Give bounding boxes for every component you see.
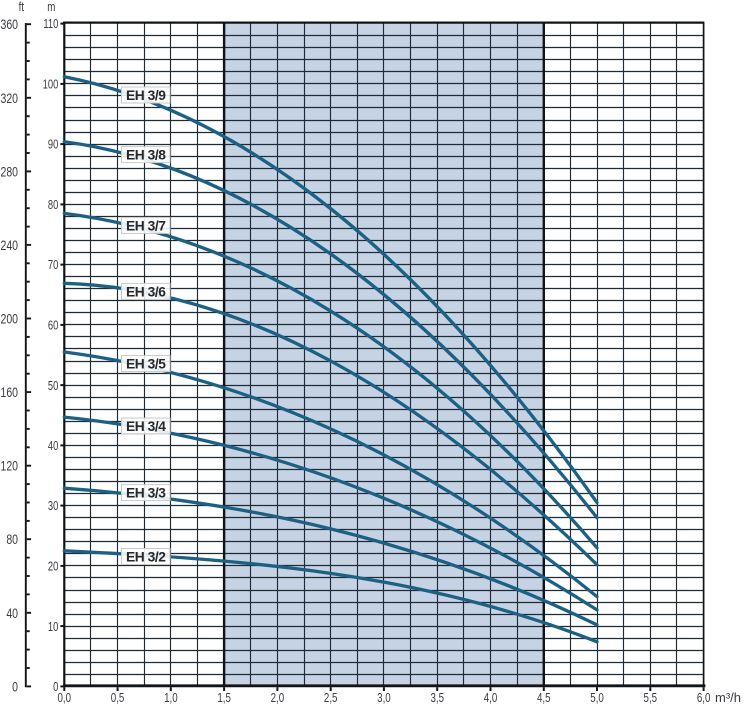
svg-text:6,0: 6,0 xyxy=(697,692,711,706)
svg-text:280: 280 xyxy=(0,164,18,180)
svg-text:1,5: 1,5 xyxy=(217,692,231,706)
svg-text:80: 80 xyxy=(48,199,58,213)
svg-text:3,0: 3,0 xyxy=(377,692,391,706)
svg-text:50: 50 xyxy=(48,380,58,394)
svg-text:0,0: 0,0 xyxy=(58,692,72,706)
svg-text:4,0: 4,0 xyxy=(484,692,498,706)
svg-text:160: 160 xyxy=(0,385,18,401)
svg-text:0,5: 0,5 xyxy=(111,692,125,706)
svg-text:5,0: 5,0 xyxy=(590,692,604,706)
svg-text:m³/h: m³/h xyxy=(715,690,741,705)
svg-text:m: m xyxy=(47,1,55,14)
svg-text:2,0: 2,0 xyxy=(271,692,285,706)
svg-text:90: 90 xyxy=(48,139,58,153)
svg-text:70: 70 xyxy=(48,259,58,273)
svg-text:60: 60 xyxy=(48,319,58,333)
svg-text:240: 240 xyxy=(0,237,18,253)
svg-text:0: 0 xyxy=(12,679,18,695)
svg-text:EH 3/6: EH 3/6 xyxy=(126,284,166,299)
svg-text:EH 3/9: EH 3/9 xyxy=(126,88,166,103)
svg-text:EH 3/8: EH 3/8 xyxy=(126,148,166,163)
svg-text:200: 200 xyxy=(0,311,18,327)
svg-text:80: 80 xyxy=(6,532,18,548)
svg-text:1,0: 1,0 xyxy=(164,692,178,706)
svg-text:10: 10 xyxy=(48,621,58,635)
svg-text:20: 20 xyxy=(48,560,58,574)
svg-text:30: 30 xyxy=(48,500,58,514)
svg-text:EH 3/3: EH 3/3 xyxy=(126,486,166,501)
svg-text:EH 3/2: EH 3/2 xyxy=(126,550,166,565)
svg-text:EH 3/4: EH 3/4 xyxy=(126,419,166,434)
svg-text:100: 100 xyxy=(43,78,59,92)
svg-text:3,5: 3,5 xyxy=(430,692,444,706)
svg-text:ft: ft xyxy=(19,1,25,14)
svg-text:110: 110 xyxy=(43,18,58,32)
svg-text:360: 360 xyxy=(0,17,18,33)
svg-text:40: 40 xyxy=(6,605,18,621)
svg-text:120: 120 xyxy=(0,458,18,474)
svg-text:320: 320 xyxy=(0,90,18,106)
svg-text:4,5: 4,5 xyxy=(537,692,551,706)
svg-text:40: 40 xyxy=(48,440,58,454)
svg-text:0: 0 xyxy=(53,681,58,695)
svg-text:EH 3/7: EH 3/7 xyxy=(126,218,166,233)
svg-text:EH 3/5: EH 3/5 xyxy=(126,357,166,372)
svg-text:5,5: 5,5 xyxy=(644,692,658,706)
svg-text:2,5: 2,5 xyxy=(324,692,338,706)
